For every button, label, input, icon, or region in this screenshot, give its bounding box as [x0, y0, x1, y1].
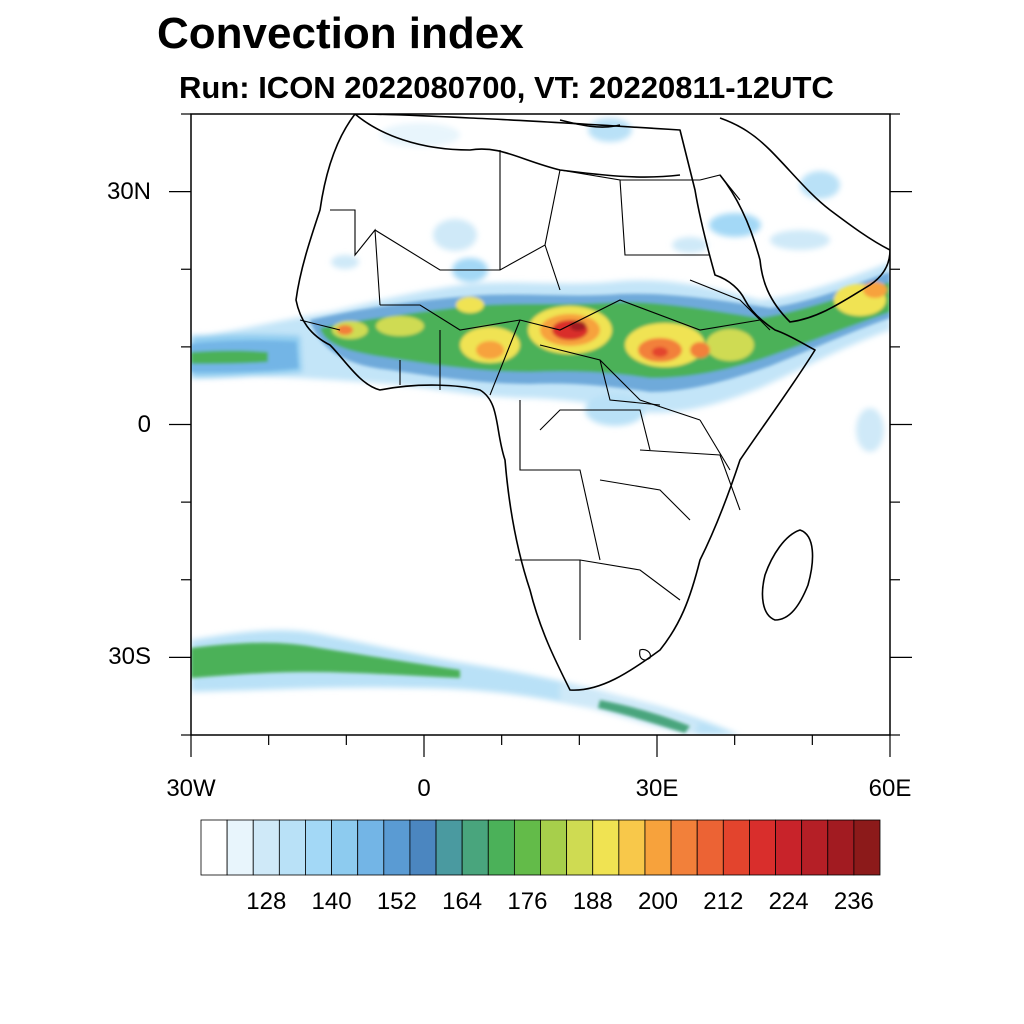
- coastlines: [295, 114, 890, 691]
- colorbar-swatch: [252, 819, 280, 876]
- colorbar-swatch: [749, 819, 776, 876]
- colorbar-label: 200: [637, 888, 679, 915]
- convection-cores: [191, 272, 890, 733]
- colorbar-swatch: [853, 819, 881, 876]
- colorbar-swatch: [592, 819, 620, 876]
- colorbar-swatch: [618, 819, 646, 876]
- colorbar-swatch: [644, 819, 672, 876]
- colorbar: [200, 819, 881, 876]
- colorbar-swatch: [278, 819, 306, 876]
- x-tick-label: 30W: [166, 775, 216, 802]
- colorbar-swatch: [722, 819, 750, 876]
- x-tick-label: 30E: [635, 775, 679, 802]
- colorbar-label: 212: [703, 888, 744, 915]
- colorbar-swatch: [696, 819, 724, 876]
- chart-subtitle: Run: ICON 2022080700, VT: 20220811-12UTC: [179, 70, 834, 105]
- colorbar-swatch: [775, 819, 803, 876]
- colorbar-label: 128: [246, 888, 287, 915]
- colorbar-swatch: [670, 819, 698, 876]
- colorbar-label: 140: [311, 888, 352, 915]
- x-tick-label: 0: [417, 775, 431, 802]
- country-borders: [299, 150, 771, 661]
- colorbar-swatch: [487, 819, 515, 876]
- axis-ticks: [169, 113, 912, 757]
- colorbar-label: 176: [507, 888, 548, 915]
- colorbar-label: 188: [572, 888, 613, 915]
- colorbar-swatch: [331, 819, 359, 876]
- colorbar-swatch: [383, 819, 411, 876]
- colorbar-swatch: [435, 819, 463, 876]
- colorbar-label: 152: [376, 888, 417, 915]
- colorbar-swatch: [357, 819, 385, 876]
- colorbar-swatch: [200, 819, 228, 876]
- y-tick-label: 0: [137, 410, 151, 438]
- colorbar-swatch: [513, 819, 541, 876]
- colorbar-label: 164: [442, 888, 483, 915]
- colorbar-label: 236: [833, 888, 874, 915]
- convection-field: [191, 118, 890, 735]
- colorbar-swatch: [461, 819, 489, 876]
- colorbar-swatch: [801, 819, 829, 876]
- colorbar-swatch: [409, 819, 437, 876]
- colorbar-swatch: [566, 819, 594, 876]
- colorbar-swatch: [305, 819, 332, 876]
- y-tick-label: 30S: [108, 643, 151, 671]
- x-tick-label: 60E: [868, 775, 912, 802]
- colorbar-label: 224: [768, 888, 809, 915]
- colorbar-swatch: [827, 819, 855, 876]
- y-tick-label: 30N: [106, 177, 151, 205]
- chart-title: Convection index: [157, 9, 524, 58]
- colorbar-swatch: [226, 819, 254, 876]
- colorbar-swatch: [540, 819, 568, 876]
- field-layer: [191, 118, 890, 735]
